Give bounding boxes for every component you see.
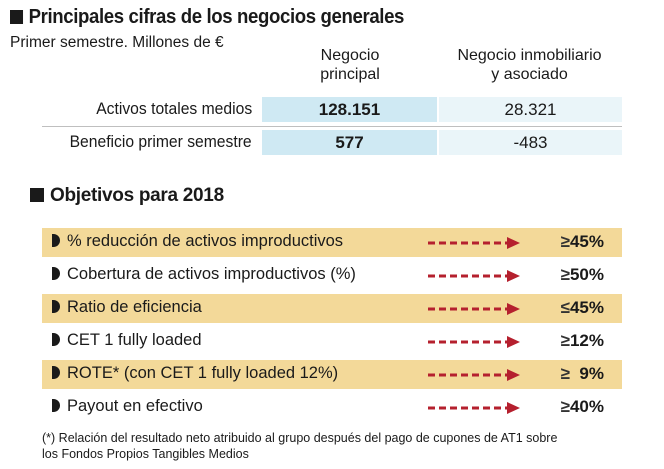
objective-label: Payout en efectivo bbox=[52, 397, 203, 416]
row-label: Activos totales medios bbox=[96, 100, 252, 118]
objective-value: 45% bbox=[569, 232, 604, 251]
table-cell-main: 128.151 bbox=[262, 97, 437, 122]
objective-label: Cobertura de activos improductivos (%) bbox=[52, 265, 356, 284]
objective-value: 50% bbox=[569, 265, 604, 284]
objective-relation: ≥ bbox=[560, 331, 570, 350]
objective-label-text: Cobertura de activos improductivos (%) bbox=[67, 265, 356, 283]
objective-row: CET 1 fully loaded ≥12% bbox=[42, 327, 622, 356]
dashed-arrow-icon bbox=[428, 270, 520, 282]
dashed-arrow-icon bbox=[428, 237, 520, 249]
objectives-title-text: Objetivos para 2018 bbox=[50, 185, 224, 206]
half-circle-bullet-icon bbox=[52, 366, 60, 379]
objectives-title: Objetivos para 2018 bbox=[30, 185, 224, 207]
objective-label-text: CET 1 fully loaded bbox=[67, 331, 202, 349]
dashed-arrow-icon bbox=[428, 303, 520, 315]
half-circle-bullet-icon bbox=[52, 234, 60, 247]
column-header-line: principal bbox=[320, 66, 380, 83]
objective-label-text: ROTE* (con CET 1 fully loaded 12%) bbox=[67, 364, 339, 382]
footnote: (*) Relación del resultado neto atribuid… bbox=[42, 430, 557, 462]
objective-value: 40% bbox=[569, 397, 604, 416]
objective-target: ≥50% bbox=[561, 265, 604, 285]
subtitle: Primer semestre. Millones de € bbox=[10, 34, 224, 51]
dashed-arrow-icon bbox=[428, 369, 520, 381]
half-circle-bullet-icon bbox=[52, 399, 60, 412]
objective-relation: ≥ bbox=[560, 397, 570, 416]
table-cell-main: 577 bbox=[262, 130, 437, 155]
objective-label: CET 1 fully loaded bbox=[52, 331, 202, 350]
objective-target: ≥45% bbox=[561, 232, 604, 252]
objective-relation: ≥ bbox=[560, 364, 570, 383]
objective-label: Ratio de eficiencia bbox=[52, 298, 202, 317]
column-header-line: Negocio inmobiliario bbox=[457, 47, 602, 64]
square-bullet-icon bbox=[10, 10, 24, 24]
objective-value: 9% bbox=[569, 364, 604, 383]
table-cell-real-estate: 28.321 bbox=[439, 97, 622, 122]
objective-row: Ratio de eficiencia ≤45% bbox=[42, 294, 622, 323]
column-header-main: Negocio principal bbox=[290, 46, 410, 84]
objective-target: ≥40% bbox=[561, 397, 604, 417]
column-header-line: y asociado bbox=[491, 66, 568, 83]
objective-row: Cobertura de activos improductivos (%) ≥5… bbox=[42, 261, 622, 290]
objective-value: 45% bbox=[569, 298, 604, 317]
objective-relation: ≤ bbox=[560, 298, 570, 317]
objective-label-text: Payout en efectivo bbox=[67, 397, 203, 415]
objective-relation: ≥ bbox=[560, 232, 570, 251]
half-circle-bullet-icon bbox=[52, 267, 60, 280]
row-label: Beneficio primer semestre bbox=[69, 133, 252, 151]
objective-row: ROTE* (con CET 1 fully loaded 12%) ≥ 9% bbox=[42, 360, 622, 389]
half-circle-bullet-icon bbox=[52, 333, 60, 346]
objective-relation: ≥ bbox=[560, 265, 570, 284]
column-header-line: Negocio bbox=[320, 47, 380, 64]
footnote-line: (*) Relación del resultado neto atribuid… bbox=[42, 431, 558, 445]
footnote-line: los Fondos Propios Tangibles Medios bbox=[42, 447, 249, 461]
dashed-arrow-icon bbox=[428, 336, 520, 348]
objective-label-text: Ratio de eficiencia bbox=[67, 298, 202, 316]
objective-row: % reducción de activos improductivos ≥45% bbox=[42, 228, 622, 257]
dashed-arrow-icon bbox=[428, 402, 520, 414]
square-bullet-icon bbox=[30, 188, 44, 202]
table-cell-real-estate: -483 bbox=[439, 130, 622, 155]
row-divider bbox=[42, 126, 622, 127]
objective-label: ROTE* (con CET 1 fully loaded 12%) bbox=[52, 364, 338, 383]
column-header-real-estate: Negocio inmobiliario y asociado bbox=[432, 46, 627, 84]
title-text: Principales cifras de los negocios gener… bbox=[28, 6, 405, 28]
objective-label-text: % reducción de activos improductivos bbox=[67, 232, 344, 250]
objective-row: Payout en efectivo ≥40% bbox=[42, 393, 622, 422]
objective-target: ≥ 9% bbox=[561, 364, 604, 384]
half-circle-bullet-icon bbox=[52, 300, 60, 313]
objective-value: 12% bbox=[569, 331, 604, 350]
section-title: Principales cifras de los negocios gener… bbox=[10, 6, 404, 29]
objective-label: % reducción de activos improductivos bbox=[52, 232, 343, 251]
objective-target: ≤45% bbox=[561, 298, 604, 318]
objective-target: ≥12% bbox=[561, 331, 604, 351]
